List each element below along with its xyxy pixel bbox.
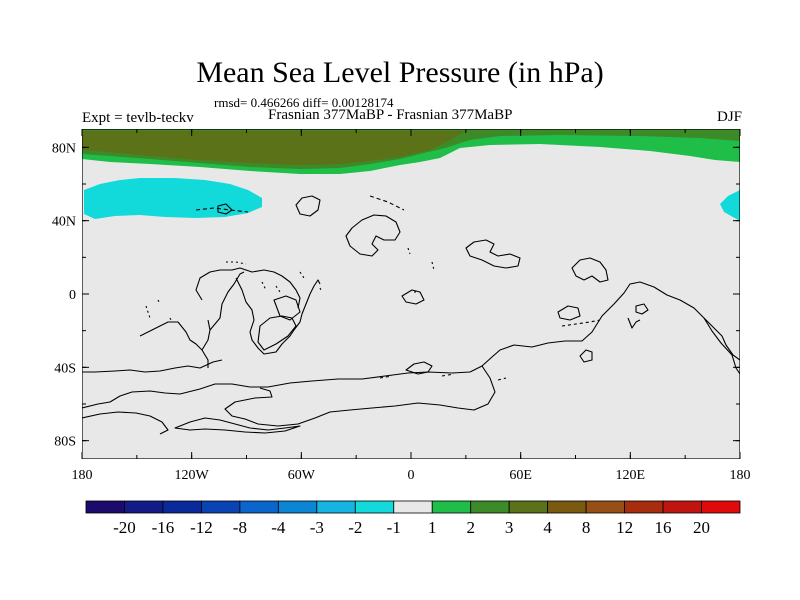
- southern-continent-coast: [82, 281, 740, 409]
- positive-core-north: [82, 131, 465, 165]
- north-island-west: [295, 195, 321, 217]
- lon-tick-label: 180: [72, 468, 93, 483]
- colorbar-labels: -20 -16 -12 -8 -4 -3 -2 -1 1 2 3 4 8 12 16 20: [113, 518, 710, 537]
- colorbar-label: 4: [543, 518, 552, 537]
- colorbar-label: -20: [113, 518, 136, 537]
- north-island-east: [465, 239, 521, 269]
- dashed-coast-1: [369, 195, 405, 211]
- season-label: DJF: [716, 109, 742, 125]
- colorbar-swatch: [508, 500, 549, 514]
- lat-tick-label: 80S: [54, 435, 76, 450]
- lon-tick-label: 60W: [288, 468, 316, 483]
- colorbar-label: -3: [310, 518, 324, 537]
- latitude-axis: 80N 40N 0 40S 80S: [52, 141, 740, 450]
- experiment-label: Expt = tevlb-teckv: [82, 110, 194, 126]
- colorbar-label: -2: [348, 518, 362, 537]
- coastlines: [82, 195, 740, 435]
- colorbar-swatch: [470, 500, 510, 514]
- island-ring-2: [273, 295, 301, 321]
- colorbar-label: 1: [428, 518, 437, 537]
- lon-tick-label: 120W: [175, 468, 210, 483]
- colorbar-swatch: [431, 500, 472, 514]
- lon-tick-label: 60E: [509, 468, 532, 483]
- lon-tick-label: 120E: [616, 468, 646, 483]
- lat-tick-label: 80N: [52, 141, 76, 156]
- colorbar-swatch: [393, 500, 433, 514]
- north-island-central: [345, 214, 401, 257]
- small-island-3: [405, 361, 433, 375]
- southern-west-coast: [82, 411, 169, 435]
- dashed-coast-4: [379, 373, 507, 381]
- colorbar-label: -1: [387, 518, 401, 537]
- plot-title: Mean Sea Level Pressure (in hPa): [196, 56, 604, 89]
- colorbar-label: 3: [505, 518, 514, 537]
- east-coast-hook: [627, 317, 641, 329]
- lon-tick-label: 0: [408, 468, 415, 483]
- southern-coast-lobe: [224, 365, 496, 427]
- lat-tick-label: 40S: [54, 361, 76, 376]
- east-island: [571, 257, 609, 283]
- colorbar-swatch: [85, 500, 125, 514]
- colorbar-label: -4: [271, 518, 286, 537]
- colorbar-label: -8: [233, 518, 247, 537]
- colorbar-swatch: [662, 500, 702, 514]
- island-ring-1: [257, 315, 297, 351]
- colorbar-swatch: [354, 500, 395, 514]
- colorbar-swatch: [701, 500, 741, 514]
- colorbar-swatch: [162, 500, 202, 514]
- colorbar-label: 16: [655, 518, 672, 537]
- colorbar-swatch: [277, 500, 318, 514]
- negative-patch-east: [720, 190, 740, 221]
- southern-interior-ring: [174, 417, 301, 434]
- island-chain-central: [139, 267, 321, 368]
- lat-tick-label: 40N: [52, 215, 76, 230]
- colorbar-swatch: [316, 500, 356, 514]
- longitude-axis: 180 120W 60W 0 60E 120E 180: [72, 129, 751, 483]
- experiment-names: Frasnian 377MaBP - Frasnian 377MaBP: [268, 107, 513, 123]
- colorbar-label: 20: [693, 518, 710, 537]
- small-island-2: [557, 305, 581, 321]
- rmsd-diff-stats: rmsd= 0.466266 diff= 0.00128174: [214, 95, 394, 110]
- small-island-5: [635, 303, 649, 315]
- colorbar-label: -12: [190, 518, 213, 537]
- dashed-coast-5: [145, 247, 435, 323]
- colorbar-swatch: [239, 500, 279, 514]
- colorbar-label: 8: [582, 518, 591, 537]
- colorbar-label: -16: [152, 518, 175, 537]
- colorbar-swatch: [547, 500, 587, 514]
- small-island-1: [401, 289, 425, 305]
- colorbar: [85, 500, 741, 514]
- colorbar-swatch: [585, 500, 625, 514]
- east-coast-inlet: [703, 317, 740, 361]
- colorbar-label: 2: [466, 518, 475, 537]
- dashed-coast-2: [195, 207, 249, 213]
- map-panel: [82, 129, 740, 459]
- small-island-6: [217, 203, 233, 215]
- colorbar-label: 12: [616, 518, 633, 537]
- dashed-coast-3: [561, 319, 601, 327]
- lon-tick-label: 180: [730, 468, 751, 483]
- gondwana-margin: [82, 359, 223, 373]
- colorbar-swatch: [624, 500, 664, 514]
- lat-tick-label: 0: [69, 288, 76, 303]
- colorbar-swatch: [201, 500, 241, 514]
- colorbar-swatch: [124, 500, 164, 514]
- small-island-4: [579, 349, 593, 363]
